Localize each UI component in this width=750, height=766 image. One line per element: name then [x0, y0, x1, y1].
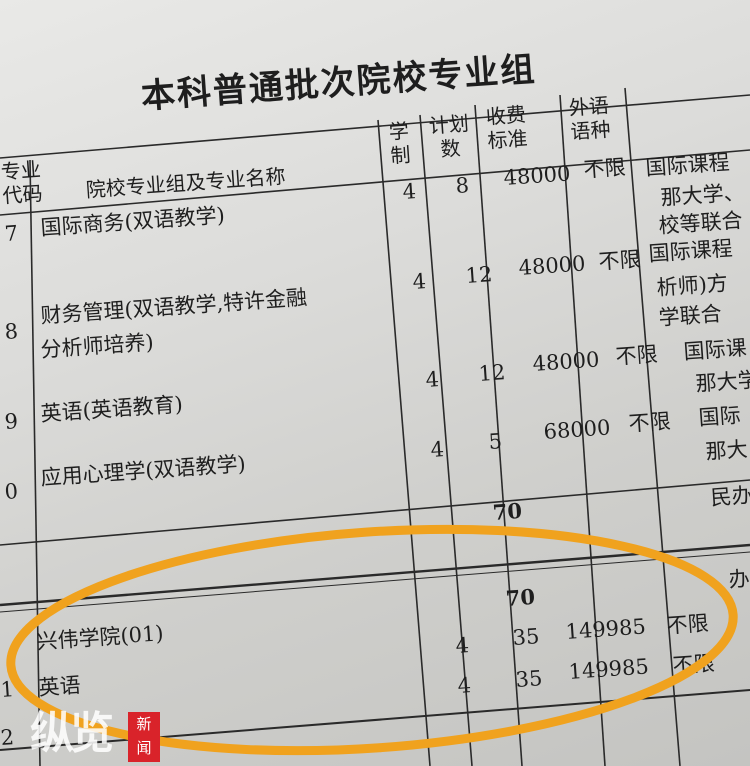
orange-ellipse	[6, 524, 738, 756]
watermark-logo: 纵览	[30, 708, 114, 759]
watermark-badge-text: 新闻	[136, 715, 152, 757]
watermark-badge: 新闻	[128, 712, 160, 762]
